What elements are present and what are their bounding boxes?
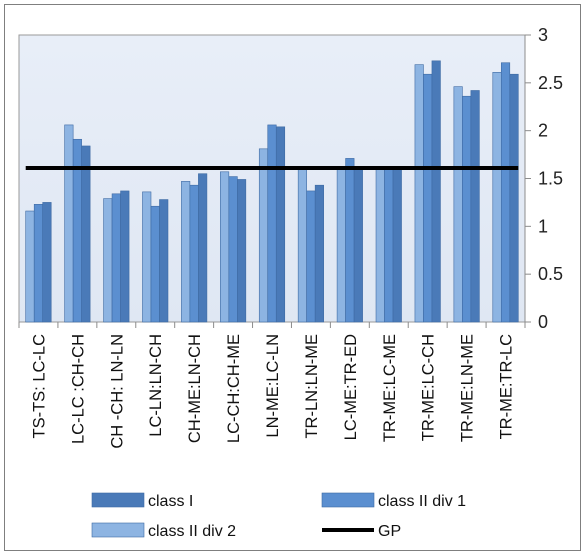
bar-1-6 <box>268 125 277 322</box>
legend-label: class II div 2 <box>148 523 236 540</box>
bar-2-7 <box>315 185 324 322</box>
bar-0-2 <box>104 199 113 322</box>
bar-2-11 <box>471 90 480 322</box>
legend-label: class II div 1 <box>378 493 466 510</box>
bar-2-1 <box>82 146 91 322</box>
legend-label: class I <box>148 493 193 510</box>
bar-2-12 <box>510 74 519 322</box>
bar-2-6 <box>276 127 285 322</box>
bar-1-11 <box>462 96 471 322</box>
bar-1-2 <box>112 194 121 322</box>
x-category-label: LC-LC :CH-CH <box>69 334 87 444</box>
bar-1-8 <box>346 158 355 322</box>
y-axis: 0 0.5 1 1.5 2 2.5 3 <box>525 25 563 332</box>
y-tick-label: 3 <box>538 25 548 45</box>
bar-0-10 <box>415 65 424 322</box>
y-tick-label: 2 <box>538 121 548 141</box>
y-tick-label: 0 <box>538 312 548 332</box>
bar-0-9 <box>376 167 385 322</box>
x-category-label: TR-ME:TR-LC <box>498 334 516 439</box>
legend: class I class II div 1 class II div 2 GP <box>92 493 466 540</box>
bar-2-2 <box>121 191 130 322</box>
bar-1-7 <box>307 191 316 322</box>
legend-swatch <box>92 523 144 537</box>
bar-1-3 <box>151 206 160 322</box>
x-category-label: TS-TS: LC-LC <box>30 334 48 439</box>
bar-2-4 <box>198 174 207 322</box>
x-category-label: LC-LN:LN-CH <box>147 334 165 437</box>
y-tick-label: 1 <box>538 216 548 236</box>
bar-0-3 <box>142 192 151 322</box>
x-category-label: TR-LN:LN-ME <box>303 334 321 439</box>
x-category-label: LC-ME:TR-ED <box>342 334 360 440</box>
x-category-label: CH -CH: LN-LN <box>108 334 126 449</box>
x-category-label: TR-ME:LN-ME <box>459 334 477 442</box>
bar-0-0 <box>26 211 35 322</box>
x-axis: TS-TS: LC-LC LC-LC :CH-CH CH -CH: LN-LN LC-… <box>19 322 525 449</box>
x-category-label: LC-CH:CH-ME <box>225 334 243 443</box>
legend-label: GP <box>378 523 401 540</box>
bar-0-11 <box>454 87 463 322</box>
bar-2-5 <box>237 179 246 322</box>
bar-2-8 <box>354 169 363 322</box>
bar-2-10 <box>432 61 441 322</box>
y-tick-label: 0.5 <box>538 264 563 284</box>
bar-0-8 <box>337 168 346 322</box>
x-category-label: TR-ME:LC-CH <box>420 334 438 441</box>
bar-2-0 <box>43 202 52 322</box>
bar-0-6 <box>259 149 268 322</box>
bar-0-4 <box>181 181 190 322</box>
y-tick-label: 1.5 <box>538 169 563 189</box>
bar-1-0 <box>34 204 43 322</box>
bar-2-3 <box>159 200 168 322</box>
legend-swatch <box>92 493 144 507</box>
legend-swatch <box>322 493 374 507</box>
bar-0-12 <box>493 72 502 322</box>
bar-0-7 <box>298 168 307 322</box>
bar-0-1 <box>65 125 74 322</box>
x-category-label: TR-ME:LC-ME <box>381 334 399 442</box>
x-category-label: CH-ME:LN-CH <box>186 334 204 443</box>
bar-1-4 <box>190 185 199 322</box>
bar-1-5 <box>229 177 238 322</box>
bar-0-5 <box>220 172 229 322</box>
x-category-label: LN-ME:LC-LN <box>264 334 282 438</box>
bar-1-12 <box>501 63 510 322</box>
bar-2-9 <box>393 167 402 322</box>
bar-1-9 <box>385 167 394 322</box>
y-tick-label: 2.5 <box>538 73 563 93</box>
bar-1-10 <box>423 74 432 322</box>
